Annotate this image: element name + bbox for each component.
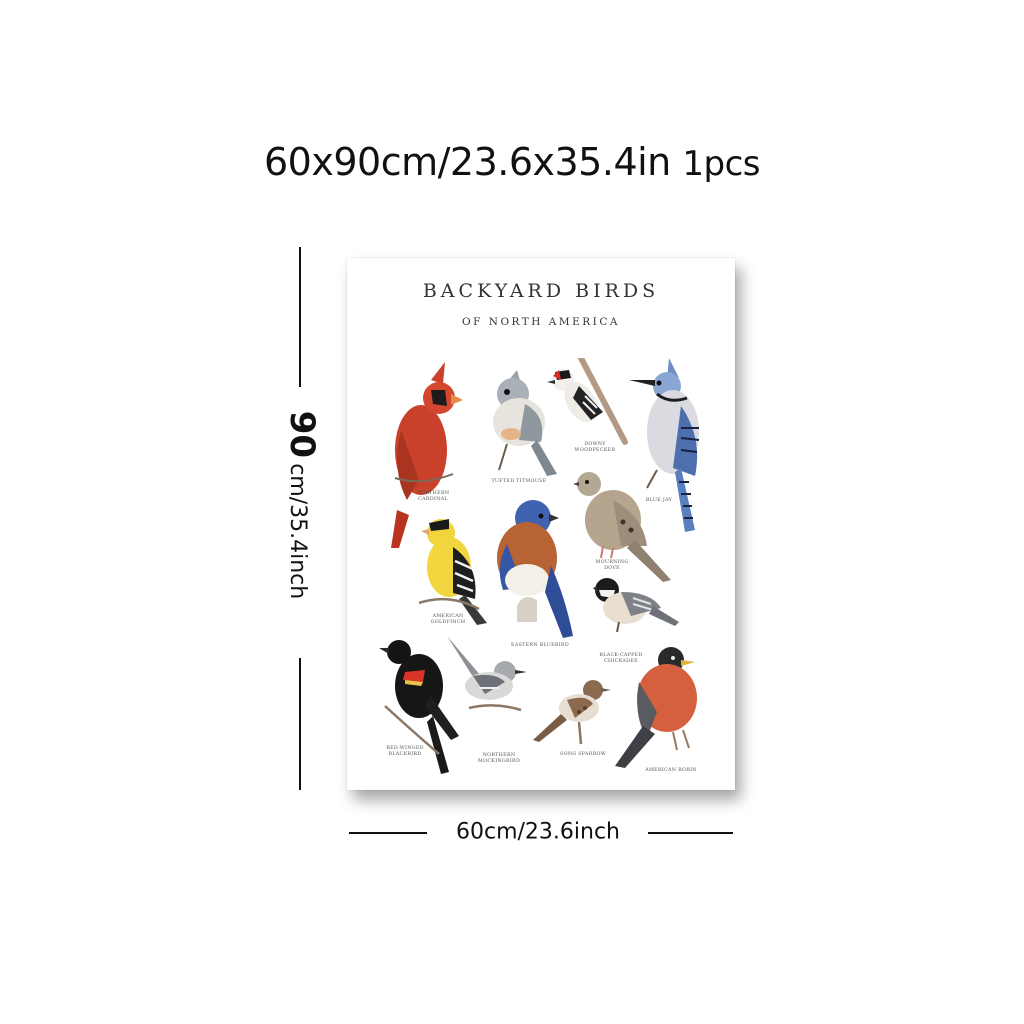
red-winged-blackbird-illustration [379,636,463,774]
poster-subtitle: OF NORTH AMERICA [462,316,620,328]
cardinal-illustration [381,360,471,548]
bird-label: NORTHERN CARDINAL [416,491,450,502]
song-sparrow-illustration [531,674,613,746]
size-text: 60x90cm/23.6x35.4in [264,140,671,184]
height-line-top [299,247,301,387]
width-line-right [648,832,733,834]
titmouse-illustration [481,370,561,478]
bird-label: AMERICAN GOLDFINCH [430,614,466,625]
bird-label: BLUE JAY [645,498,673,503]
count-text: 1pcs [682,144,760,184]
poster-title: BACKYARD BIRDS [422,280,660,302]
width-label: 60cm/23.6inch [455,819,621,845]
robin-illustration [613,646,703,768]
height-unit: cm/35.4inch [285,463,310,600]
bluebird-illustration [493,496,579,641]
bird-label: EASTERN BLUEBIRD [511,643,569,648]
width-line-left [349,832,427,834]
bird-label: DOWNY WOODPECKER [574,442,616,453]
size-headline: 60x90cm/23.6x35.4in 1pcs [0,140,1024,184]
bird-label: TUFTED TITMOUSE [491,479,547,484]
poster: BACKYARD BIRDS OF NORTH AMERICA NORTHERN… [347,258,735,790]
height-label: 90 cm/35.4inch [282,411,322,599]
bird-label: SONG SPARROW [560,752,606,757]
bird-label: AMERICAN ROBIN [645,768,697,773]
woodpecker-illustration [545,358,629,446]
height-number: 90 [282,410,322,459]
bird-label: MOURNING DOVE [595,560,629,571]
bird-label: NORTHERN MOCKINGBIRD [477,753,521,764]
goldfinch-illustration [419,513,491,625]
height-line-bottom [299,658,301,790]
mourning-dove-illustration [573,466,673,582]
bird-label: BLACK-CAPPED CHICKADEE [599,653,643,664]
blue-jay-illustration [629,358,709,533]
chickadee-illustration [591,574,679,638]
bird-label: RED-WINGED BLACKBIRD [386,746,424,757]
mockingbird-illustration [445,636,529,728]
